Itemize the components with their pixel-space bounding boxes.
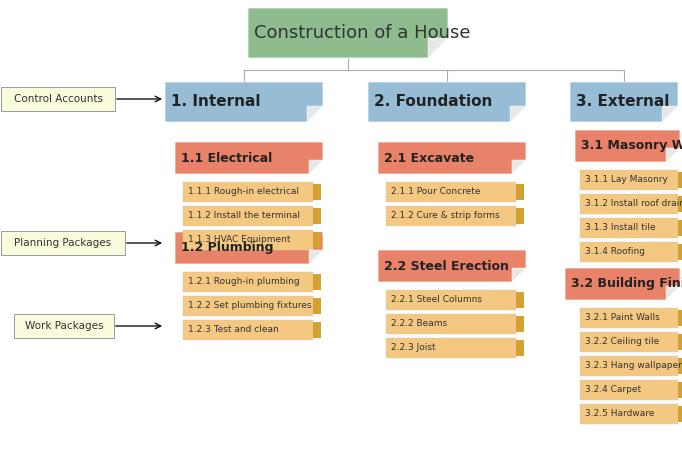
Polygon shape bbox=[580, 332, 678, 352]
Text: 3.2.4 Carpet: 3.2.4 Carpet bbox=[585, 386, 641, 395]
Text: 2. Foundation: 2. Foundation bbox=[374, 94, 492, 109]
Polygon shape bbox=[309, 250, 323, 264]
Polygon shape bbox=[313, 208, 321, 224]
Text: 1.1 Electrical: 1.1 Electrical bbox=[181, 152, 272, 165]
Text: 2.1 Excavate: 2.1 Excavate bbox=[384, 152, 474, 165]
Text: 1.1.1 Rough-in electrical: 1.1.1 Rough-in electrical bbox=[188, 188, 299, 197]
Polygon shape bbox=[368, 82, 526, 122]
Text: 1.2 Plumbing: 1.2 Plumbing bbox=[181, 242, 273, 255]
Polygon shape bbox=[678, 382, 682, 398]
FancyBboxPatch shape bbox=[1, 231, 125, 255]
Polygon shape bbox=[386, 338, 516, 358]
Polygon shape bbox=[313, 274, 321, 290]
Text: 2.2.1 Steel Columns: 2.2.1 Steel Columns bbox=[391, 296, 482, 305]
Polygon shape bbox=[580, 194, 678, 214]
Text: 2.1.1 Pour Concrete: 2.1.1 Pour Concrete bbox=[391, 188, 481, 197]
Polygon shape bbox=[580, 242, 678, 262]
Text: Work Packages: Work Packages bbox=[25, 321, 103, 331]
Text: Construction of a House: Construction of a House bbox=[254, 24, 471, 42]
Polygon shape bbox=[678, 310, 682, 326]
Polygon shape bbox=[580, 218, 678, 238]
Polygon shape bbox=[580, 308, 678, 328]
Polygon shape bbox=[313, 322, 321, 338]
Text: Control Accounts: Control Accounts bbox=[14, 94, 102, 104]
Polygon shape bbox=[175, 232, 323, 264]
Polygon shape bbox=[516, 184, 524, 200]
Polygon shape bbox=[575, 130, 680, 162]
Text: 3.1.3 Install tile: 3.1.3 Install tile bbox=[585, 224, 655, 233]
Text: 1.2.3 Test and clean: 1.2.3 Test and clean bbox=[188, 325, 279, 334]
Polygon shape bbox=[510, 106, 526, 122]
Polygon shape bbox=[678, 196, 682, 212]
Polygon shape bbox=[516, 340, 524, 356]
Polygon shape bbox=[307, 106, 323, 122]
Polygon shape bbox=[183, 320, 313, 340]
Text: 3.2 Building Finishes: 3.2 Building Finishes bbox=[571, 278, 682, 291]
Polygon shape bbox=[309, 160, 323, 174]
Polygon shape bbox=[386, 290, 516, 310]
Polygon shape bbox=[678, 358, 682, 374]
Polygon shape bbox=[386, 314, 516, 334]
Polygon shape bbox=[183, 272, 313, 292]
Polygon shape bbox=[565, 268, 680, 300]
Polygon shape bbox=[570, 82, 678, 122]
Polygon shape bbox=[428, 38, 448, 58]
Polygon shape bbox=[516, 292, 524, 308]
Polygon shape bbox=[580, 356, 678, 376]
Polygon shape bbox=[516, 208, 524, 224]
Text: 1.1.2 Install the terminal: 1.1.2 Install the terminal bbox=[188, 212, 300, 220]
Text: 1.2.1 Rough-in plumbing: 1.2.1 Rough-in plumbing bbox=[188, 278, 299, 287]
Polygon shape bbox=[183, 182, 313, 202]
Polygon shape bbox=[183, 206, 313, 226]
Text: 3.2.3 Hang wallpaper: 3.2.3 Hang wallpaper bbox=[585, 361, 682, 370]
Polygon shape bbox=[378, 142, 526, 174]
Polygon shape bbox=[678, 244, 682, 260]
Text: 1.1.3 HVAC Equipment: 1.1.3 HVAC Equipment bbox=[188, 235, 291, 244]
Text: 2.1.2 Cure & strip forms: 2.1.2 Cure & strip forms bbox=[391, 212, 500, 220]
Polygon shape bbox=[678, 220, 682, 236]
Text: Planning Packages: Planning Packages bbox=[14, 238, 112, 248]
Text: 1.2.2 Set plumbing fixtures: 1.2.2 Set plumbing fixtures bbox=[188, 302, 312, 310]
Polygon shape bbox=[666, 286, 680, 300]
Polygon shape bbox=[175, 142, 323, 174]
FancyBboxPatch shape bbox=[1, 87, 115, 111]
Polygon shape bbox=[386, 182, 516, 202]
Text: 3.1.2 Install roof drains: 3.1.2 Install roof drains bbox=[585, 199, 682, 208]
Polygon shape bbox=[662, 106, 678, 122]
FancyBboxPatch shape bbox=[14, 314, 114, 338]
Polygon shape bbox=[512, 268, 526, 282]
Polygon shape bbox=[183, 296, 313, 316]
Text: 3.1 Masonry Work: 3.1 Masonry Work bbox=[581, 140, 682, 153]
Polygon shape bbox=[666, 148, 680, 162]
Text: 2.2.2 Beams: 2.2.2 Beams bbox=[391, 320, 447, 328]
Text: 1. Internal: 1. Internal bbox=[171, 94, 261, 109]
Text: 3.2.5 Hardware: 3.2.5 Hardware bbox=[585, 410, 654, 418]
Polygon shape bbox=[580, 404, 678, 424]
Polygon shape bbox=[386, 206, 516, 226]
Polygon shape bbox=[678, 406, 682, 422]
Polygon shape bbox=[580, 170, 678, 190]
Text: 3.2.2 Ceiling tile: 3.2.2 Ceiling tile bbox=[585, 338, 659, 346]
Polygon shape bbox=[516, 316, 524, 332]
Polygon shape bbox=[378, 250, 526, 282]
Text: 2.2 Steel Erection: 2.2 Steel Erection bbox=[384, 260, 509, 273]
Polygon shape bbox=[183, 230, 313, 250]
Polygon shape bbox=[165, 82, 323, 122]
Polygon shape bbox=[313, 298, 321, 314]
Text: 3.2.1 Paint Walls: 3.2.1 Paint Walls bbox=[585, 314, 659, 323]
Polygon shape bbox=[512, 160, 526, 174]
Text: 2.2.3 Joist: 2.2.3 Joist bbox=[391, 343, 436, 352]
Polygon shape bbox=[678, 334, 682, 350]
Polygon shape bbox=[580, 380, 678, 400]
Polygon shape bbox=[248, 8, 448, 58]
Polygon shape bbox=[313, 184, 321, 200]
Text: 3.1.4 Roofing: 3.1.4 Roofing bbox=[585, 248, 645, 256]
Text: 3.1.1 Lay Masonry: 3.1.1 Lay Masonry bbox=[585, 176, 668, 184]
Polygon shape bbox=[313, 232, 321, 248]
Text: 3. External: 3. External bbox=[576, 94, 669, 109]
Polygon shape bbox=[678, 172, 682, 188]
